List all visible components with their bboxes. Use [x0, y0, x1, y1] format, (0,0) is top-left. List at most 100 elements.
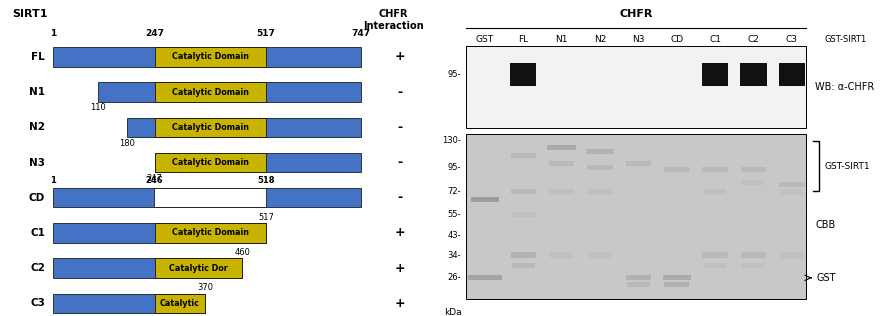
- Bar: [53, 188, 154, 207]
- Text: SIRT1: SIRT1: [12, 9, 48, 20]
- Bar: [664, 167, 690, 172]
- Text: 72-: 72-: [447, 187, 462, 196]
- Text: +: +: [395, 262, 405, 275]
- Bar: [589, 252, 611, 258]
- Bar: [627, 189, 650, 194]
- Bar: [466, 134, 806, 299]
- Bar: [587, 165, 613, 170]
- Text: FL: FL: [519, 35, 528, 44]
- Text: CHFR
Interaction: CHFR Interaction: [364, 9, 424, 31]
- Bar: [511, 153, 536, 158]
- Bar: [627, 211, 650, 216]
- Bar: [704, 211, 726, 216]
- Bar: [625, 275, 651, 280]
- Bar: [781, 211, 803, 216]
- Text: GST: GST: [476, 35, 494, 44]
- Bar: [155, 294, 205, 313]
- Text: +: +: [395, 50, 405, 64]
- Text: C3: C3: [786, 35, 797, 44]
- Text: 43-: 43-: [447, 230, 462, 240]
- Text: 34-: 34-: [447, 251, 462, 259]
- Bar: [155, 47, 266, 67]
- Bar: [552, 266, 571, 271]
- Bar: [590, 269, 610, 274]
- Text: C1: C1: [709, 35, 721, 44]
- Text: -: -: [397, 191, 402, 204]
- Bar: [589, 233, 611, 238]
- Bar: [53, 258, 242, 278]
- Text: 95-: 95-: [448, 70, 462, 79]
- Text: 370: 370: [197, 283, 213, 292]
- Bar: [779, 182, 805, 187]
- Text: 1: 1: [50, 29, 56, 38]
- Text: 247: 247: [145, 29, 164, 38]
- Text: Catalytic Domain: Catalytic Domain: [172, 123, 249, 132]
- Bar: [740, 167, 766, 172]
- Bar: [781, 252, 803, 258]
- Bar: [702, 167, 728, 172]
- Text: GST-SIRT1: GST-SIRT1: [825, 35, 867, 44]
- Text: Catalytic: Catalytic: [160, 299, 200, 308]
- Text: 247: 247: [147, 174, 162, 183]
- Text: CBB: CBB: [815, 220, 836, 230]
- Bar: [511, 252, 536, 258]
- Bar: [552, 275, 571, 280]
- Text: Catalytic Domain: Catalytic Domain: [172, 158, 249, 167]
- Text: C2: C2: [748, 35, 759, 44]
- Text: 110: 110: [90, 103, 106, 112]
- Text: 517: 517: [257, 29, 275, 38]
- Bar: [470, 197, 499, 202]
- Bar: [702, 63, 728, 86]
- Bar: [547, 145, 576, 150]
- Bar: [53, 47, 361, 67]
- Text: 517: 517: [258, 213, 274, 222]
- Bar: [468, 275, 502, 280]
- Text: C2: C2: [30, 263, 45, 273]
- Bar: [155, 82, 266, 102]
- Bar: [664, 282, 690, 287]
- Bar: [781, 189, 803, 194]
- Bar: [266, 188, 361, 207]
- Text: N2: N2: [29, 122, 45, 132]
- Text: 55-: 55-: [448, 210, 462, 219]
- Bar: [779, 63, 805, 86]
- Bar: [98, 82, 361, 102]
- Text: N3: N3: [29, 157, 45, 167]
- Text: Catalytic Domain: Catalytic Domain: [172, 52, 249, 61]
- Text: FL: FL: [31, 52, 45, 62]
- Bar: [742, 211, 764, 216]
- Text: GST-SIRT1: GST-SIRT1: [825, 161, 871, 171]
- Text: C1: C1: [30, 228, 45, 238]
- Text: 246: 246: [145, 176, 163, 185]
- Bar: [512, 211, 535, 216]
- Bar: [704, 189, 726, 194]
- Text: Catalytic Domain: Catalytic Domain: [172, 228, 249, 237]
- Bar: [587, 189, 613, 194]
- Text: CD: CD: [29, 193, 45, 203]
- Text: C3: C3: [30, 298, 45, 308]
- Bar: [512, 263, 535, 268]
- Bar: [155, 258, 242, 278]
- Bar: [511, 189, 536, 194]
- Text: 26-: 26-: [447, 273, 462, 282]
- Text: 180: 180: [119, 139, 135, 148]
- Bar: [666, 189, 688, 194]
- Text: +: +: [395, 297, 405, 310]
- Bar: [740, 63, 766, 86]
- Text: -: -: [397, 121, 402, 134]
- Text: N3: N3: [632, 35, 644, 44]
- Text: N1: N1: [555, 35, 568, 44]
- Bar: [155, 153, 266, 172]
- Bar: [512, 233, 535, 238]
- Bar: [513, 275, 533, 280]
- Bar: [551, 211, 573, 216]
- Text: 518: 518: [257, 176, 275, 185]
- Bar: [742, 189, 764, 194]
- Text: -: -: [397, 156, 402, 169]
- Bar: [549, 161, 575, 166]
- Bar: [740, 252, 766, 258]
- Text: 95-: 95-: [448, 163, 462, 172]
- Text: GST: GST: [816, 273, 836, 283]
- Text: 747: 747: [351, 29, 371, 38]
- Text: CHFR: CHFR: [619, 9, 653, 20]
